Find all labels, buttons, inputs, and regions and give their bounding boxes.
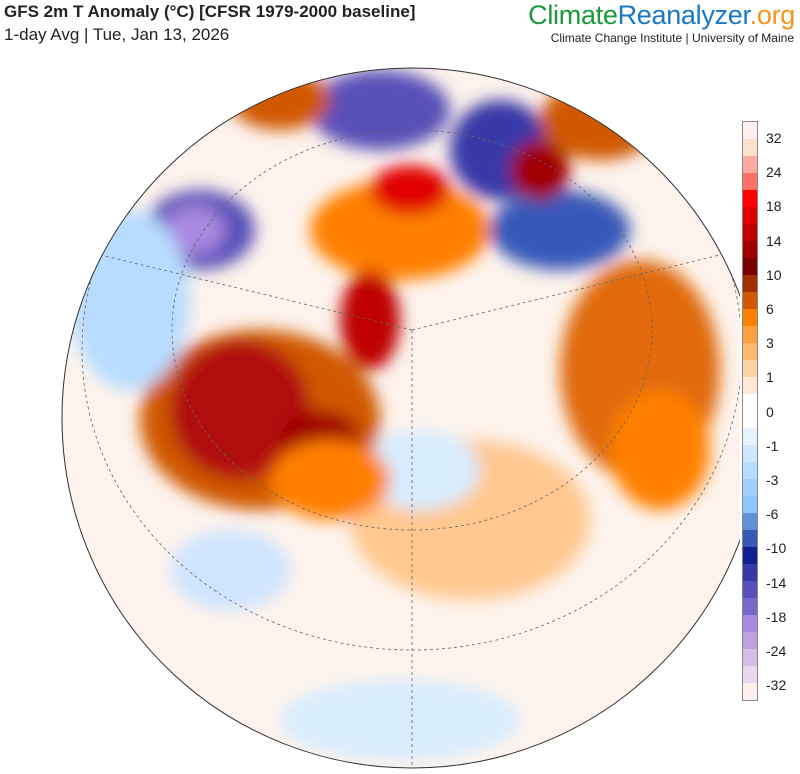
colorbar-segment [743,683,757,700]
map-subtitle: 1-day Avg | Tue, Jan 13, 2026 [4,25,230,44]
colorbar-segment [743,530,757,547]
colorbar-label: 24 [766,164,782,181]
colorbar-segment [743,479,757,496]
colorbar-segment [743,666,757,683]
colorbar-segment [743,377,757,394]
institution-label: Climate Change Institute | University of… [550,31,794,45]
colorbar-label: -6 [766,506,779,523]
colorbar-label: 18 [766,198,782,215]
colorbar-segment [743,445,757,462]
colorbar-label: 14 [766,232,782,249]
anomaly-globe-map [61,67,740,769]
colorbar-label: 10 [766,266,782,283]
colorbar-segment [743,411,757,428]
logo-part-org: .org [749,0,796,30]
colorbar-segment [743,241,757,258]
colorbar-label: -24 [766,643,787,659]
colorbar-segment [743,139,757,156]
colorbar-segment [743,326,757,343]
colorbar-segment [743,224,757,241]
colorbar-label: -14 [766,574,787,591]
climate-reanalyzer-logo[interactable]: ClimateReanalyzer.org [528,0,795,31]
colorbar-segment [743,394,757,411]
colorbar-segment [743,258,757,275]
colorbar-label: -1 [766,437,779,454]
colorbar-label: 3 [766,335,774,352]
colorbar-segment [743,292,757,309]
colorbar-label: 32 [766,130,782,146]
colorbar-segment [743,632,757,649]
colorbar-segment [743,598,757,615]
colorbar-segment [743,122,757,139]
colorbar-segment [743,496,757,513]
colorbar-segment [743,581,757,598]
colorbar-segment [743,343,757,360]
colorbar-segment [743,360,757,377]
colorbar-label: 6 [766,301,774,317]
colorbar-label: 0 [766,403,774,420]
colorbar-segment [743,564,757,581]
colorbar-segment [743,173,757,190]
colorbar-segment [743,649,757,666]
colorbar-segment [743,462,757,479]
colorbar-segment [743,275,757,292]
colorbar-label: -32 [766,677,787,694]
colorbar-segment [743,615,757,632]
colorbar-segment [743,190,757,207]
colorbar-segment [743,513,757,530]
colorbar [742,121,758,701]
colorbar-segment [743,156,757,173]
colorbar-segment [743,309,757,326]
colorbar-segment [743,207,757,224]
logo-part-reanalyzer: Reanalyzer [617,0,750,30]
colorbar-label: -18 [766,608,787,625]
colorbar-label: -10 [766,540,787,557]
colorbar-segment [743,547,757,564]
logo-part-climate: Climate [528,0,618,30]
map-title: GFS 2m T Anomaly (°C) [CFSR 1979-2000 ba… [4,2,416,21]
colorbar-label: -3 [766,472,779,488]
colorbar-label: 1 [766,369,774,386]
colorbar-segment [743,428,757,445]
